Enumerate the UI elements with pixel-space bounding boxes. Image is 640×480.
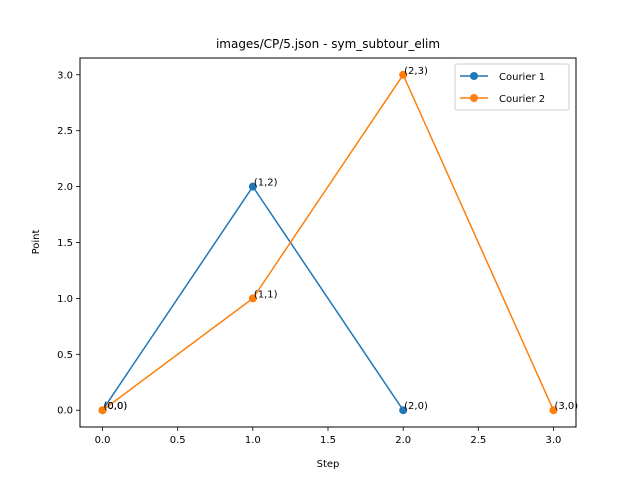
y-tick-label: 1.0: [57, 294, 73, 305]
y-tick-label: 3.0: [57, 70, 73, 81]
x-tick-label: 1.5: [320, 435, 336, 446]
series-line-2: [102, 74, 555, 411]
data-point: [248, 182, 257, 191]
point-label: (2,3): [404, 66, 428, 77]
y-tick-label: 0.5: [57, 350, 73, 361]
data-point: [399, 70, 408, 79]
y-axis: 0.0 0.5 1.0 1.5 2.0 2.5 3.0: [57, 70, 80, 417]
point-label: (0,0): [104, 401, 128, 412]
x-axis: 0.0 0.5 1.0 1.5 2.0 2.5 3.0: [95, 427, 562, 446]
point-label: (3,0): [554, 401, 578, 412]
legend-marker: [470, 94, 478, 102]
legend-label: Courier 2: [499, 94, 545, 105]
y-axis-label: Point: [31, 230, 42, 255]
data-point: [399, 406, 408, 415]
x-tick-label: 0.5: [170, 435, 186, 446]
chart-title: images/CP/5.json - sym_subtour_elim: [216, 37, 440, 51]
y-tick-label: 1.5: [57, 238, 73, 249]
legend-label: Courier 1: [499, 72, 545, 83]
x-axis-label: Step: [317, 459, 340, 470]
data-point: [98, 406, 107, 415]
point-label: (1,1): [254, 289, 278, 300]
x-tick-label: 2.0: [395, 435, 411, 446]
y-tick-label: 2.0: [57, 182, 73, 193]
y-tick-label: 0.0: [57, 406, 73, 417]
x-tick-label: 2.5: [470, 435, 486, 446]
legend-marker: [470, 72, 478, 80]
data-point: [549, 406, 558, 415]
point-label: (0,0): [104, 401, 128, 412]
x-tick-label: 1.0: [245, 435, 261, 446]
point-label: (1,2): [254, 178, 278, 189]
x-tick-label: 3.0: [546, 435, 562, 446]
point-label: (2,0): [404, 401, 428, 412]
legend: Courier 1 Courier 2: [454, 63, 570, 111]
data-point: [248, 294, 257, 303]
plot-area: (0,0)(1,2)(2,0)(0,0)(1,1)(2,3)(3,0): [98, 66, 578, 415]
x-tick-label: 0.0: [95, 435, 111, 446]
y-tick-label: 2.5: [57, 126, 73, 137]
